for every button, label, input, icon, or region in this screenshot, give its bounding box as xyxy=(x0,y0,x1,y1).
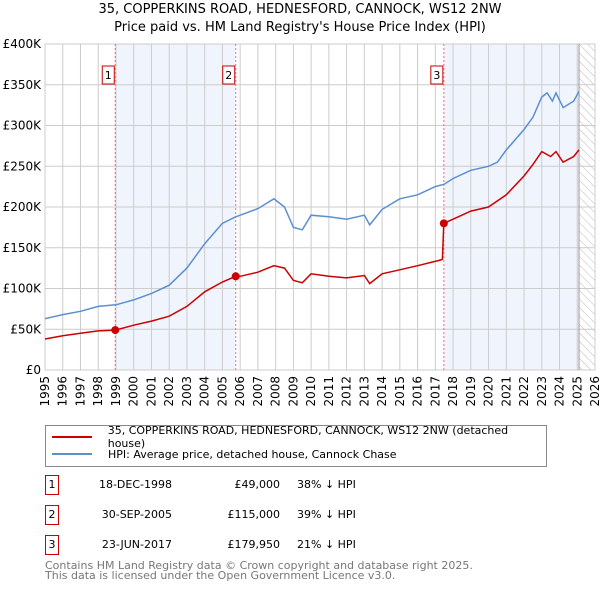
sale-label-box xyxy=(222,65,236,85)
footer-line: Contains HM Land Registry data © Crown c… xyxy=(45,559,473,572)
x-tick-label: 2004 xyxy=(198,376,212,407)
x-tick-label: 1998 xyxy=(91,376,105,407)
legend-swatch-red xyxy=(52,436,92,438)
sale-label: 1 xyxy=(105,69,112,82)
x-tick-label: 2011 xyxy=(322,376,336,407)
sale-number: 2 xyxy=(45,505,59,525)
sale-price: £179,950 xyxy=(227,538,281,551)
x-tick-label: 2003 xyxy=(180,376,194,407)
sale-label-box xyxy=(430,65,444,85)
legend-label: 35, COPPERKINS ROAD, HEDNESFORD, CANNOCK… xyxy=(107,424,509,450)
chart-subtitle: Price paid vs. HM Land Registry's House … xyxy=(114,20,486,35)
sale-price: £49,000 xyxy=(234,478,281,491)
price-chart: £0 £50K £100K £150K £200K £250K £300K £350K £400… xyxy=(3,37,600,407)
x-tick-label: 2000 xyxy=(127,376,141,407)
y-tick-label: £150K xyxy=(3,241,43,255)
sale-hpi: 21% ↓ HPI xyxy=(297,538,356,551)
legend-item-property: 35, COPPERKINS ROAD, HEDNESFORD, CANNOCK… xyxy=(46,424,546,450)
y-tick-label: £50K xyxy=(10,322,42,336)
legend-item-hpi: HPI: Average price, detached house, Cann… xyxy=(46,446,397,462)
sale-price: £115,000 xyxy=(227,508,281,521)
sale-label: 3 xyxy=(433,69,440,82)
sale-label: 2 xyxy=(225,69,232,82)
sale-hpi: 38% ↓ HPI xyxy=(297,478,356,491)
property-price-line xyxy=(44,149,580,340)
y-tick-label: £300K xyxy=(3,119,43,133)
sale-point xyxy=(439,219,448,228)
footer-line: This data is licensed under the Open Gov… xyxy=(45,569,396,582)
legend-label: HPI: Average price, detached house, Cann… xyxy=(108,447,397,461)
x-tick-label: 1995 xyxy=(38,376,52,407)
hpi-line xyxy=(44,90,580,320)
x-tick-label: 2026 xyxy=(588,376,600,407)
x-tick-label: 2024 xyxy=(553,376,567,407)
sale-point xyxy=(111,326,120,335)
x-tick-label: 2018 xyxy=(446,376,460,407)
x-tick-label: 2007 xyxy=(251,376,265,407)
sale-number: 3 xyxy=(45,535,59,555)
y-tick-label: £0 xyxy=(26,363,41,377)
sale-hpi: 39% ↓ HPI xyxy=(297,508,356,521)
chart-title: 35, COPPERKINS ROAD, HEDNESFORD, CANNOCK… xyxy=(98,2,502,17)
x-tick-label: 2021 xyxy=(499,376,513,407)
table-row: 2 30-SEP-2005 £115,000 39% ↓ HPI xyxy=(45,505,545,525)
x-tick-label: 2016 xyxy=(411,376,425,407)
legend: 35, COPPERKINS ROAD, HEDNESFORD, CANNOCK… xyxy=(45,424,547,467)
x-tick-label: 1997 xyxy=(73,376,87,407)
sale-date: 30-SEP-2005 xyxy=(101,508,172,521)
x-tick-label: 2001 xyxy=(144,376,158,407)
x-tick-label: 2015 xyxy=(393,376,407,407)
y-tick-label: £250K xyxy=(3,159,43,173)
sale-label-box xyxy=(101,65,115,85)
x-tick-label: 2017 xyxy=(428,376,442,407)
x-tick-label: 2020 xyxy=(482,376,496,407)
x-tick-label: 2012 xyxy=(340,376,354,407)
y-tick-label: £200K xyxy=(3,200,43,214)
x-tick-label: 2025 xyxy=(570,376,584,407)
sale-number: 1 xyxy=(45,475,59,495)
x-tick-label: 2023 xyxy=(535,376,549,407)
legend-swatch-blue xyxy=(52,453,92,455)
x-tick-label: 2008 xyxy=(269,376,283,407)
sale-point xyxy=(231,272,240,281)
x-tick-label: 2005 xyxy=(215,376,229,407)
x-tick-label: 2022 xyxy=(517,376,531,407)
plot-border xyxy=(44,43,596,371)
x-tick-label: 2002 xyxy=(162,376,176,407)
table-row: 1 18-DEC-1998 £49,000 38% ↓ HPI xyxy=(45,475,545,495)
y-tick-label: £100K xyxy=(3,282,43,296)
x-tick-label: 1996 xyxy=(56,376,70,407)
table-row: 3 23-JUN-2017 £179,950 21% ↓ HPI xyxy=(45,535,545,555)
y-tick-label: £350K xyxy=(3,78,43,92)
x-tick-label: 2019 xyxy=(464,376,478,407)
y-tick-label: £400K xyxy=(3,37,43,51)
x-tick-label: 2006 xyxy=(233,376,247,407)
sale-date: 18-DEC-1998 xyxy=(98,478,172,491)
x-tick-label: 2013 xyxy=(357,376,371,407)
x-tick-label: 2014 xyxy=(375,376,389,407)
sale-date: 23-JUN-2017 xyxy=(101,538,172,551)
x-tick-label: 1999 xyxy=(109,376,123,407)
x-tick-label: 2010 xyxy=(304,376,318,407)
footer: Contains HM Land Registry data © Crown c… xyxy=(45,559,473,582)
x-tick-label: 2009 xyxy=(286,376,300,407)
